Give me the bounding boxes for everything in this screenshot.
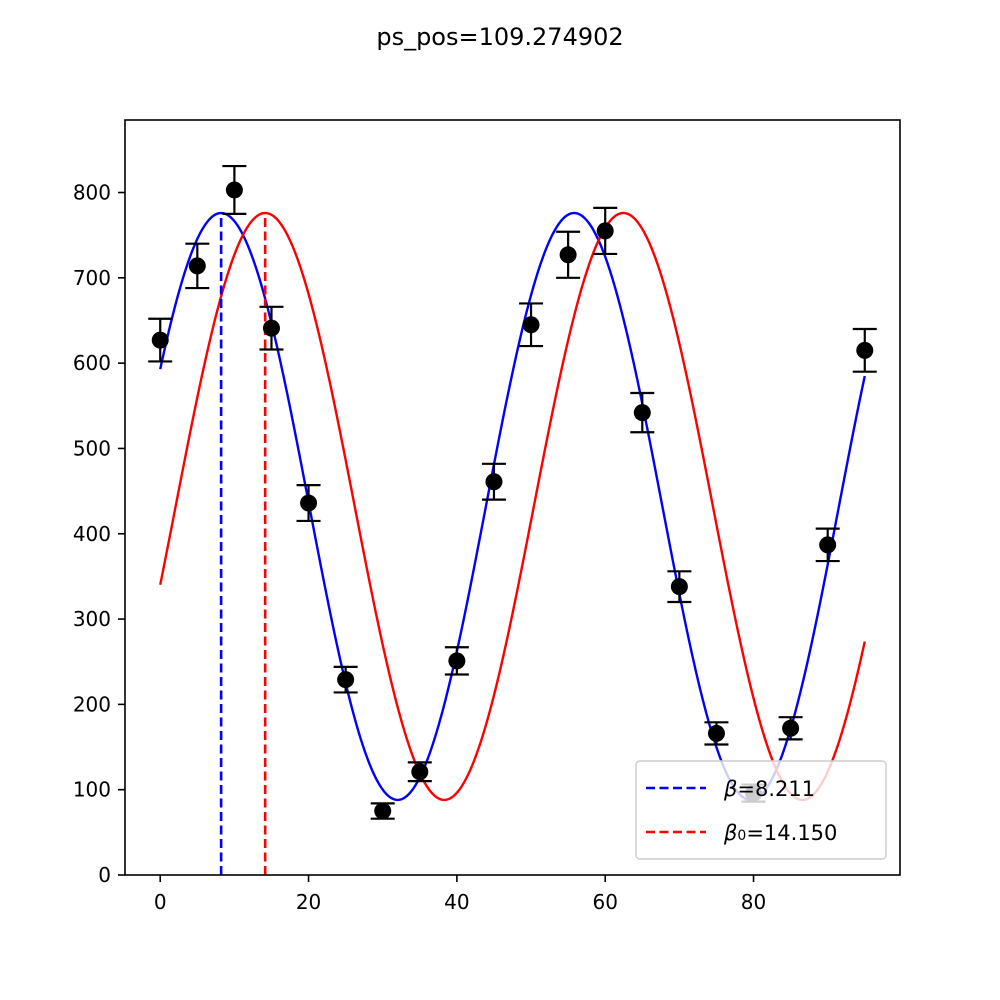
data-point-9 <box>485 473 503 491</box>
data-point-11 <box>559 246 577 264</box>
legend-label-0: β=8.211 <box>723 777 815 801</box>
legend-box <box>635 760 887 860</box>
data-point-2 <box>225 181 243 199</box>
data-point-6 <box>374 802 392 820</box>
data-point-12 <box>596 222 614 240</box>
data-point-13 <box>633 404 651 422</box>
data-point-0 <box>151 331 169 349</box>
data-point-5 <box>337 671 355 689</box>
x-tick-label-3: 60 <box>592 890 617 914</box>
x-tick-label-0: 0 <box>154 890 167 914</box>
y-tick-label-2: 200 <box>73 692 111 716</box>
data-point-10 <box>522 316 540 334</box>
data-point-14 <box>670 578 688 596</box>
legend-symbol-1: β <box>723 821 737 845</box>
y-tick-label-1: 100 <box>73 778 111 802</box>
chart-title: ps_pos=109.274902 <box>376 23 623 51</box>
data-point-8 <box>448 652 466 670</box>
axes-frame <box>124 119 901 876</box>
y-tick-label-7: 700 <box>73 266 111 290</box>
data-point-17 <box>782 719 800 737</box>
data-point-15 <box>707 724 725 742</box>
y-tick-label-3: 300 <box>73 607 111 631</box>
y-tick-label-0: 0 <box>98 863 111 887</box>
legend-value-1: =14.150 <box>746 821 837 845</box>
data-point-4 <box>300 494 318 512</box>
plot-content <box>148 164 877 875</box>
y-tick-label-8: 800 <box>73 181 111 205</box>
data-point-1 <box>188 257 206 275</box>
y-tick-label-6: 600 <box>73 351 111 375</box>
curve-reference <box>159 211 866 802</box>
data-point-19 <box>856 341 874 359</box>
data-point-7 <box>411 763 429 781</box>
legend-value-0: =8.211 <box>737 777 815 801</box>
y-tick-label-5: 500 <box>73 436 111 460</box>
x-tick-label-2: 40 <box>444 890 469 914</box>
legend-label-1: β0=14.150 <box>723 821 837 845</box>
data-point-18 <box>819 536 837 554</box>
data-point-3 <box>262 319 280 337</box>
legend-subscript-1: 0 <box>737 828 746 844</box>
x-tick-label-4: 80 <box>741 890 766 914</box>
legend-symbol-0: β <box>723 777 737 801</box>
x-tick-label-1: 20 <box>296 890 321 914</box>
y-tick-label-4: 400 <box>73 522 111 546</box>
